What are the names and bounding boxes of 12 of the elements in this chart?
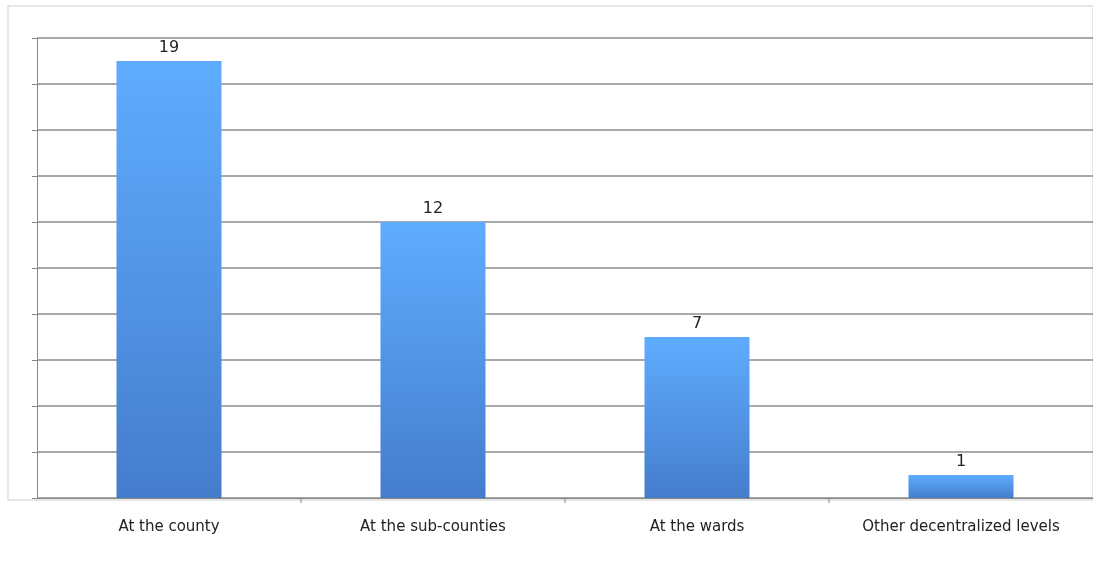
- bar: [380, 222, 486, 498]
- x-tick-label: At the county: [118, 516, 220, 535]
- x-tick-label: At the wards: [649, 516, 745, 535]
- x-tick-label: At the sub-counties: [360, 516, 507, 535]
- data-label: 7: [691, 313, 703, 332]
- bar: [908, 475, 1014, 498]
- data-label: 19: [158, 37, 180, 56]
- bar: [116, 61, 222, 498]
- data-label: 1: [955, 451, 967, 470]
- x-tick-label: Other decentralized levels: [862, 516, 1060, 535]
- bar: [644, 337, 750, 498]
- data-label: 12: [422, 198, 444, 217]
